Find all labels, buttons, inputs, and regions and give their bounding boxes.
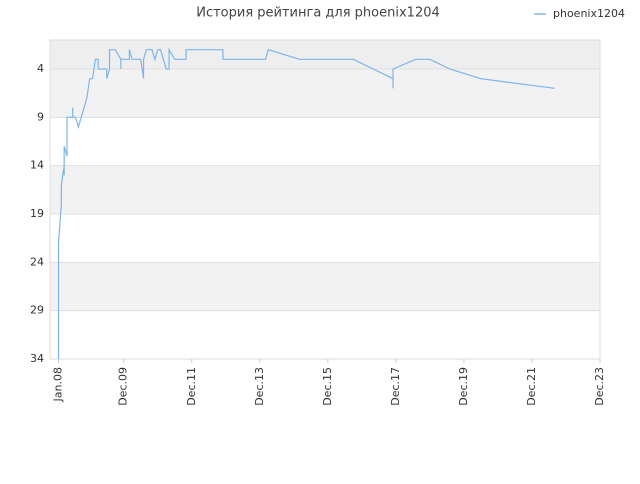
y-tick-label: 4 [37,62,44,75]
x-tick-label: Dec.17 [389,367,402,406]
x-tick-label: Dec.21 [525,367,538,406]
plot-band [50,117,600,166]
plot-border [49,39,601,360]
plot-band [50,40,600,69]
plot-band [50,69,600,118]
plot-band [50,262,600,311]
x-tick-label: Dec.13 [253,367,266,406]
y-tick-label: 14 [30,159,44,172]
chart-title: История рейтинга для phoenix1204 [196,6,440,21]
x-tick-label: Dec.15 [321,367,334,406]
plot-band [50,165,600,214]
plot-band [50,214,600,263]
x-tick-label: Dec.09 [117,367,130,406]
rating-line [57,47,555,359]
x-tick-label: Dec.11 [185,367,198,406]
y-tick-label: 29 [30,304,44,317]
x-tick-label: Dec.23 [593,367,606,406]
y-tick-label: 34 [30,352,44,365]
y-tick-label: 19 [30,207,44,220]
x-tick-label: Jan.08 [52,367,65,402]
y-tick-label: 9 [37,110,44,123]
legend-label: phoenix1204 [553,7,625,20]
y-tick-label: 24 [30,255,44,268]
plot-band [50,310,600,359]
x-tick-label: Dec.19 [457,367,470,406]
